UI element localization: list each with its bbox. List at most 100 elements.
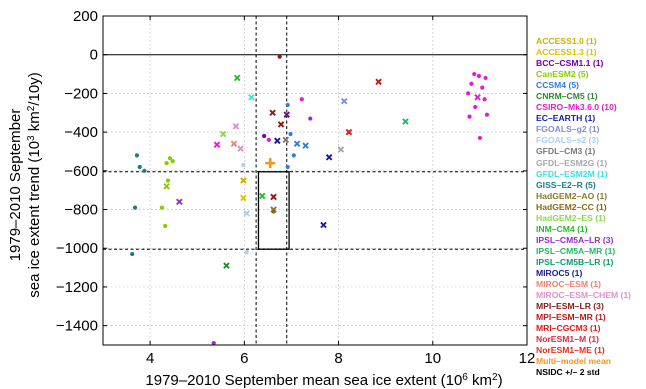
data-point	[337, 146, 345, 153]
legend-entry: GFDL–ESM2M (1)	[536, 168, 608, 179]
data-point	[213, 141, 221, 148]
data-point	[240, 194, 247, 202]
data-point	[241, 162, 246, 168]
y-tick-label: 0	[90, 47, 98, 64]
data-point	[320, 221, 327, 229]
data-point	[285, 164, 290, 170]
data-point	[130, 251, 135, 257]
legend-entry: INM–CM4 (1)	[536, 223, 588, 234]
y-tick-label: −200	[64, 85, 98, 102]
data-point	[302, 142, 309, 149]
y-axis-label-line1: 1979–2010 September	[7, 109, 24, 262]
data-points	[130, 54, 490, 346]
y-tick-label: −400	[64, 124, 98, 141]
data-point	[469, 81, 474, 86]
legend-entry: CSIRO–Mk3.6.0 (10)	[536, 102, 617, 113]
data-point	[291, 153, 296, 158]
x-tick-label: 12	[519, 350, 536, 367]
data-point	[163, 223, 168, 229]
data-point	[283, 111, 291, 118]
data-point	[137, 164, 142, 170]
x-axis-label: 1979–2010 September mean sea ice extent …	[145, 372, 502, 389]
y-tick-label: −1200	[56, 279, 98, 296]
data-point	[230, 140, 238, 148]
data-point	[474, 94, 481, 101]
reference-lines	[103, 16, 527, 345]
data-point	[262, 133, 267, 139]
data-point	[163, 183, 170, 190]
legend-entry: EC–EARTH (1)	[536, 113, 596, 124]
axis-ticks	[103, 15, 528, 345]
data-point	[164, 160, 169, 166]
data-point	[270, 193, 277, 201]
data-point	[282, 136, 290, 144]
legend-entry: IPSL–CM5B–LR (1)	[536, 256, 614, 267]
legend-entry: NorESM1–ME (1)	[536, 345, 605, 356]
data-point	[277, 54, 282, 59]
data-point	[170, 159, 175, 164]
legend-entry: GFDL–CM3 (1)	[536, 146, 596, 157]
data-point	[480, 85, 485, 90]
legend-entry: NSIDC +/– 2 std	[536, 367, 600, 378]
data-point	[244, 250, 249, 255]
data-point	[176, 198, 183, 206]
y-tick-label: −1000	[56, 240, 98, 257]
data-point	[285, 102, 290, 108]
legend-entry: ACCESS1.3 (1)	[536, 47, 597, 58]
legend-entry: FGOALS–g2 (1)	[536, 124, 600, 135]
legend-entry: CCSM4 (5)	[536, 80, 579, 91]
data-point	[165, 178, 171, 183]
legend-entry: HadGEM2–ES (1)	[536, 212, 606, 223]
legend-entry: NorESM1–M (1)	[536, 334, 600, 345]
legend-entry: BCC–CSM1.1 (1)	[536, 58, 604, 69]
legend-entry: MPI–ESM–LR (3)	[536, 301, 604, 312]
legend-entry: MIROC5 (1)	[536, 267, 583, 278]
y-axis-label-line2: sea ice extent trend (103 km2/10y)	[26, 72, 44, 297]
data-point	[482, 97, 487, 102]
legend-entry: Multi–model mean	[536, 356, 611, 367]
y-tick-label: 200	[73, 8, 98, 25]
y-tick-label: −800	[64, 202, 98, 219]
data-point	[472, 71, 477, 77]
x-tick-labels: 4 6 8 10 12	[146, 350, 535, 367]
data-point	[134, 153, 140, 158]
data-point	[308, 116, 313, 121]
multi-model-mean-point	[265, 158, 276, 169]
legend-entry: GFDL–ESM2G (1)	[536, 157, 608, 168]
x-tick-label: 6	[240, 350, 248, 367]
y-tick-label: −1400	[56, 318, 98, 335]
data-point	[223, 262, 230, 269]
x-tick-label: 4	[146, 350, 154, 367]
legend-entry: IPSL–CM5A–MR (1)	[536, 245, 616, 256]
data-point	[219, 130, 227, 138]
data-point	[477, 135, 482, 141]
legend-entry: ACCESS1.0 (1)	[536, 36, 597, 46]
data-point	[248, 94, 255, 101]
legend-entry: FGOALS–s2 (3)	[536, 135, 600, 146]
data-point	[232, 123, 240, 130]
data-point	[269, 109, 276, 117]
data-point	[240, 177, 247, 184]
y-axis-label: 1979–2010 September sea ice extent trend…	[7, 72, 43, 297]
legend-entry: HadGEM2–CC (1)	[536, 201, 607, 212]
data-point	[142, 168, 147, 173]
data-point	[484, 112, 490, 117]
legend-entry: GISS–E2–R (5)	[536, 179, 596, 190]
data-point	[159, 205, 164, 210]
data-point	[483, 75, 488, 81]
data-point	[266, 137, 271, 142]
x-tick-label: 8	[334, 350, 342, 367]
plot-frame	[102, 15, 528, 346]
y-tick-label: −600	[64, 163, 98, 180]
data-point	[375, 78, 382, 86]
nsidc-observation-box	[257, 171, 290, 250]
legend-entry: MRI–CGCM3 (1)	[536, 323, 601, 334]
legend-entry: MIROC–ESM (1)	[536, 279, 601, 290]
data-point	[274, 137, 281, 145]
y-tick-labels: 200 0 −200 −400 −600 −800 −1000 −1200 −1400	[56, 8, 98, 335]
data-point	[467, 114, 472, 119]
data-point	[325, 154, 333, 161]
legend-entry: IPSL–CM5A–LR (3)	[536, 234, 614, 245]
